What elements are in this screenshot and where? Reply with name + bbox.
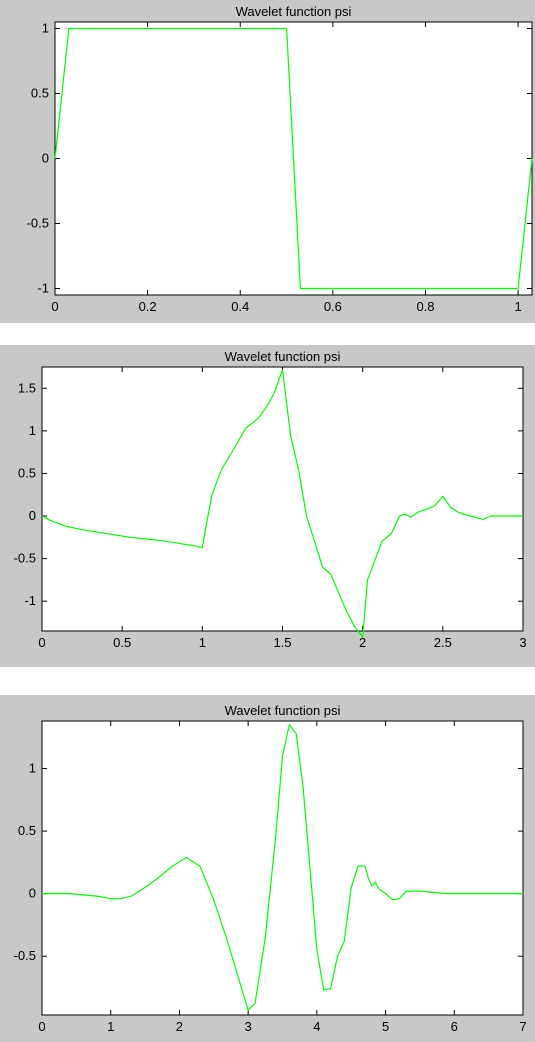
x-tick-label: 1 <box>199 635 206 650</box>
psi-series-line <box>41 369 523 639</box>
y-tick-label: 0 <box>42 151 49 166</box>
x-tick-label: 0 <box>51 299 58 314</box>
x-tick-label: 7 <box>519 1019 526 1034</box>
x-tick-label: 3 <box>519 635 526 650</box>
x-tick-label: 5 <box>382 1019 389 1034</box>
x-tick-label: 0.5 <box>113 635 131 650</box>
y-tick-label: 0 <box>29 886 36 901</box>
x-tick-label: 0 <box>38 1019 45 1034</box>
x-tick-label: 1.5 <box>273 635 291 650</box>
y-tick-label: 0.5 <box>31 86 49 101</box>
y-tick-label: 0.5 <box>18 465 36 480</box>
y-tick-label: 1 <box>42 21 49 36</box>
y-tick-label: 1 <box>29 423 36 438</box>
x-tick-label: 2.5 <box>434 635 452 650</box>
y-tick-label: -0.5 <box>14 551 36 566</box>
chart-title: Wavelet function psi <box>225 703 341 718</box>
x-tick-label: 4 <box>313 1019 320 1034</box>
wavelet-figure-1: Wavelet function psi 0 0.2 0.4 0.6 0.8 1 1 0.5 0-… <box>0 0 535 323</box>
y-tick-label: 1 <box>29 761 36 776</box>
x-tick-label: 0.2 <box>139 299 157 314</box>
wavelet-figure-2: Wavelet function psi 0 0.5 1 1.5 2 2.5 3 1.5 1 0.5… <box>0 345 535 667</box>
y-tick-label: -0.5 <box>27 216 49 231</box>
wavelet-figure-3: Wavelet function psi 0 1 2 3 4 5 6 7 1 0.5 0 -0.5 <box>0 695 535 1042</box>
plot-area <box>41 366 524 632</box>
x-tick-label: 0.8 <box>416 299 434 314</box>
y-tick-label: 1.5 <box>18 380 36 395</box>
x-tick-label: 3 <box>245 1019 252 1034</box>
chart-title: Wavelet function psi <box>225 349 341 364</box>
psi-series-line <box>54 27 533 290</box>
x-tick-label: 2 <box>176 1019 183 1034</box>
x-tick-label: 1 <box>107 1019 114 1034</box>
y-tick-label: 0 <box>29 508 36 523</box>
wavelet-chart-3: Wavelet function psi 0 1 2 3 4 5 6 7 1 0.5 0 -0.5 <box>14 703 527 1034</box>
y-tick-label: -1 <box>24 593 36 608</box>
x-tick-label: 2 <box>359 635 366 650</box>
x-tick-label: 1 <box>514 299 521 314</box>
x-tick-label: 0.4 <box>231 299 249 314</box>
y-tick-label: -0.5 <box>14 948 36 963</box>
x-tick-label: 0 <box>38 635 45 650</box>
x-tick-label: 0.6 <box>324 299 342 314</box>
plot-area <box>41 720 524 1016</box>
y-tick-label: 0.5 <box>18 823 36 838</box>
chart-title: Wavelet function psi <box>236 4 352 19</box>
wavelet-chart-2: Wavelet function psi 0 0.5 1 1.5 2 2.5 3 1.5 1 0.5… <box>14 349 527 650</box>
psi-series-line <box>42 723 523 1012</box>
x-tick-label: 6 <box>451 1019 458 1034</box>
y-tick-label: -1 <box>37 281 49 296</box>
